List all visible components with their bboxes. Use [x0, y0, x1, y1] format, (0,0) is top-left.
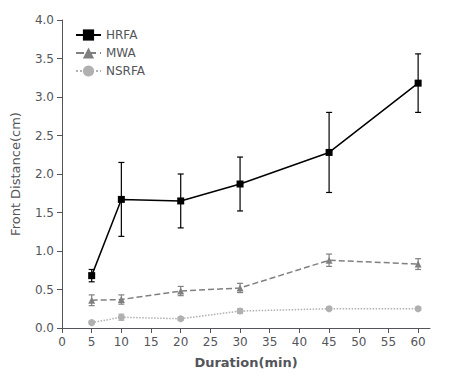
svg-text:1.0: 1.0 [35, 244, 54, 258]
svg-text:20: 20 [173, 335, 188, 349]
svg-text:3.5: 3.5 [35, 52, 54, 66]
svg-text:1.5: 1.5 [35, 206, 54, 220]
svg-text:Front Distance(cm): Front Distance(cm) [8, 112, 23, 236]
svg-text:0: 0 [58, 335, 66, 349]
svg-text:2.5: 2.5 [35, 129, 54, 143]
svg-text:2.0: 2.0 [35, 167, 54, 181]
svg-text:50: 50 [351, 335, 366, 349]
svg-text:25: 25 [203, 335, 218, 349]
svg-text:Duration(min): Duration(min) [194, 355, 297, 370]
svg-text:40: 40 [292, 335, 307, 349]
svg-text:4.0: 4.0 [35, 13, 54, 27]
svg-text:MWA: MWA [106, 46, 137, 60]
svg-text:HRFA: HRFA [106, 28, 138, 42]
svg-text:35: 35 [262, 335, 277, 349]
svg-text:0.5: 0.5 [35, 283, 54, 297]
svg-text:60: 60 [410, 335, 425, 349]
svg-text:15: 15 [143, 335, 158, 349]
svg-text:5: 5 [88, 335, 96, 349]
svg-text:10: 10 [114, 335, 129, 349]
svg-text:30: 30 [232, 335, 247, 349]
svg-text:3.0: 3.0 [35, 90, 54, 104]
svg-text:0.0: 0.0 [35, 321, 54, 335]
svg-text:45: 45 [321, 335, 336, 349]
svg-text:NSRFA: NSRFA [106, 64, 146, 78]
svg-text:55: 55 [381, 335, 396, 349]
